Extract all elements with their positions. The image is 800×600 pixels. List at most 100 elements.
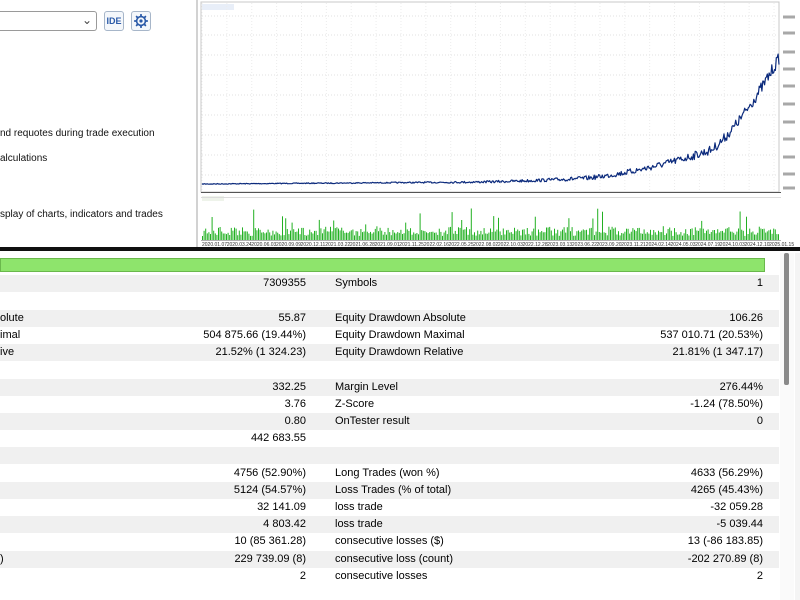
option-calculations-label: alculations: [0, 153, 48, 164]
volume-bar: [702, 228, 704, 240]
volume-bar: [512, 233, 514, 240]
volume-bar: [557, 229, 559, 240]
row-value-2: -32 059.28: [710, 501, 763, 513]
volume-bar: [680, 232, 682, 240]
volume-bar: [408, 230, 410, 240]
volume-bar: [371, 233, 373, 240]
volume-bar: [546, 227, 547, 240]
volume-bar: [547, 227, 549, 240]
volume-bar: [294, 232, 296, 240]
volume-bar: [416, 233, 418, 240]
volume-bar: [478, 234, 480, 240]
volume-bar: [690, 229, 691, 240]
volume-bar: [264, 233, 266, 240]
volume-bar: [520, 235, 522, 240]
row-label-2: consecutive losses ($): [335, 535, 444, 547]
volume-bar: [699, 228, 701, 240]
volume-bar: [366, 231, 368, 240]
volume-bar: [387, 227, 389, 240]
volume-bar: [293, 229, 295, 240]
volume-bar: [210, 234, 211, 240]
volume-bar: [347, 232, 349, 240]
volume-bar: [362, 232, 363, 240]
volume-bar: [344, 232, 346, 240]
row-value-2: 276.44%: [719, 381, 763, 393]
ide-button[interactable]: IDE: [104, 11, 124, 31]
volume-bar: [208, 232, 210, 240]
volume-bar: [584, 230, 586, 240]
volume-bar: [299, 234, 301, 240]
volume-bar: [632, 228, 634, 240]
volume-bar: [221, 231, 223, 240]
price-axis-tick: [783, 15, 795, 19]
volume-bar: [555, 233, 557, 240]
volume-bar: [685, 229, 687, 240]
volume-bar: [389, 232, 391, 240]
volume-bar: [598, 232, 600, 240]
volume-bar: [477, 230, 479, 240]
row-value: 229 739.09 (8): [234, 553, 306, 565]
volume-bar: [466, 227, 467, 240]
volume-bar: [485, 233, 487, 240]
volume-bar: [688, 235, 690, 240]
results-scrollbar[interactable]: [780, 253, 794, 600]
volume-bar: [560, 231, 562, 240]
volume-bar: [240, 234, 242, 240]
volume-bar: [741, 229, 743, 240]
table-row: 32 141.09 loss trade -32 059.28: [0, 499, 779, 516]
volume-bar: [712, 230, 714, 240]
volume-bar: [224, 233, 226, 240]
volume-bar: [437, 234, 439, 240]
volume-bar: [414, 233, 416, 240]
volume-bar: [629, 233, 631, 240]
volume-bar: [283, 235, 285, 240]
volume-bar: [354, 235, 355, 240]
volume-bar: [352, 229, 354, 240]
volume-bar: [373, 232, 375, 240]
row-value: 10 (85 361.28): [234, 535, 306, 547]
volume-bar: [714, 230, 715, 240]
volume-bar: [358, 235, 360, 240]
volume-bar: [430, 231, 432, 240]
volume-bar: [280, 235, 282, 240]
settings-dropdown[interactable]: ⌄: [0, 11, 97, 31]
volume-bar: [395, 233, 397, 240]
row-value-2: 106.26: [729, 312, 763, 324]
volume-bar: [355, 231, 357, 240]
chevron-down-icon[interactable]: ⌄: [81, 13, 92, 27]
volume-bar: [616, 234, 618, 240]
volume-bar: [504, 234, 506, 240]
volume-bar: [275, 231, 277, 240]
volume-bar: [731, 231, 733, 240]
volume-bar: [302, 227, 304, 240]
volume-bar: [390, 235, 392, 240]
scrollbar-thumb[interactable]: [784, 253, 789, 385]
panel-splitter[interactable]: [196, 0, 198, 247]
settings-button[interactable]: [131, 11, 151, 31]
volume-bar: [445, 230, 447, 240]
date-label: 2023.03.13: [547, 242, 572, 247]
row-value-2: 0: [756, 415, 763, 427]
price-axis-tick: [783, 186, 795, 190]
volume-bar: [363, 231, 365, 240]
volume-bar: [778, 234, 779, 240]
chart-canvas: 2020.01.07 2020.03.24 2020.06.03 2020.09.09…: [199, 0, 800, 247]
volume-bar: [342, 230, 344, 240]
volume-bar: [643, 229, 645, 240]
volume-bar: [736, 231, 738, 240]
pane-splitter[interactable]: [0, 247, 800, 251]
volume-bar: [696, 230, 698, 240]
date-label: 2021.09.01: [375, 242, 400, 247]
test-progress-bar: [0, 258, 765, 272]
volume-bar: [642, 233, 643, 240]
volume-bar: [384, 232, 386, 240]
volume-bar: [578, 230, 579, 240]
table-row: 4 803.42 loss trade -5 039.44: [0, 516, 779, 533]
date-label: 2021.06.28: [350, 242, 375, 247]
volume-bar: [326, 231, 328, 240]
volume-bar: [368, 233, 370, 240]
date-label: 2020.03.24: [227, 242, 252, 247]
volume-bar: [645, 233, 647, 240]
volume-bar: [517, 229, 519, 240]
volume-bar: [322, 233, 323, 240]
